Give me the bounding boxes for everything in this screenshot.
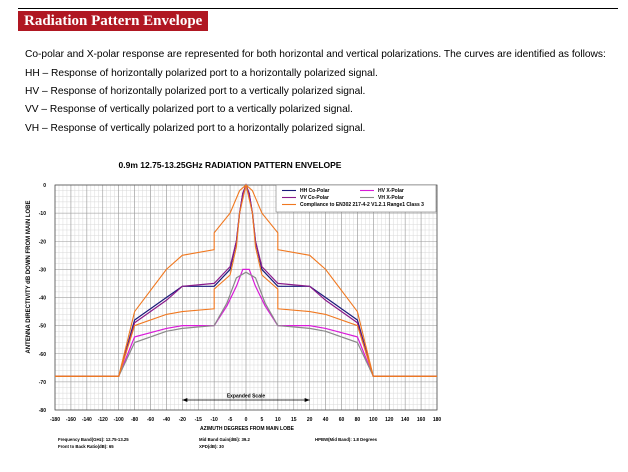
x-tick-label: 100 — [369, 417, 378, 423]
x-tick-label: -140 — [82, 417, 92, 423]
x-tick-label: -5 — [228, 417, 233, 423]
chart-legend: HH Co-Polar HV X-Polar VV Co-Polar VH X-Pol… — [275, 184, 437, 213]
radiation-pattern-chart: 0-10-20-30-40-50-60-70-80-180 -160 -140 -12… — [26, 183, 442, 432]
frequency-band: Frequency Band(GHz): 12.75-13.25 — [58, 437, 129, 442]
legend-box — [275, 184, 437, 213]
y-tick-label: -40 — [39, 296, 46, 302]
x-tick-label: -80 — [131, 417, 138, 423]
intro-line: VV – Response of vertically polarized po… — [25, 104, 353, 115]
series-line — [55, 184, 437, 377]
x-axis-label: AZIMUTH DEGREES FROM MAIN LOBE — [200, 426, 295, 432]
chart-series — [55, 183, 437, 377]
x-tick-label: 140 — [401, 417, 410, 423]
arrowhead-right — [304, 398, 310, 402]
x-tick-label: -120 — [98, 417, 108, 423]
top-rule — [18, 8, 618, 9]
legend-label: VH X-Polar — [378, 195, 404, 201]
series-line — [55, 271, 437, 377]
intro-line: HH – Response of horizontally polarized … — [25, 68, 378, 79]
legend-label: Compliance to EN302 217-4-2 V1.2.1 Range… — [300, 202, 424, 208]
hpbw: HPBW(Mid Band): 1.8 Degrees — [315, 437, 378, 442]
intro-line: HV – Response of horizontally polarized … — [25, 86, 366, 97]
x-tick-label: 80 — [355, 417, 361, 423]
x-tick-label: -20 — [179, 417, 186, 423]
x-tick-label: -10 — [211, 417, 218, 423]
y-tick-label: -60 — [39, 352, 46, 358]
x-tick-label: -180 — [50, 417, 60, 423]
x-tick-label: 10 — [275, 417, 281, 423]
legend-label: HV X-Polar — [378, 188, 404, 194]
expanded-scale-label: Expanded Scale — [227, 394, 266, 400]
x-tick-label: -100 — [114, 417, 124, 423]
arrowhead-left — [182, 398, 188, 402]
intro-line: VH – Response of vertically polarized po… — [25, 123, 366, 134]
x-tick-label: 15 — [291, 417, 297, 423]
y-tick-label: -70 — [39, 380, 46, 386]
y-tick-label: -10 — [39, 211, 46, 217]
x-tick-label: -60 — [147, 417, 154, 423]
intro-line: Co-polar and X-polar response are repres… — [25, 49, 606, 60]
y-tick-label: -20 — [39, 239, 46, 245]
y-tick-label: -30 — [39, 267, 46, 273]
x-tick-label: -160 — [66, 417, 76, 423]
legend-label: VV Co-Polar — [300, 195, 329, 201]
mid-band-gain: Mid Band Gain(dBi): 39.2 — [199, 437, 250, 442]
y-tick-label: -50 — [39, 324, 46, 330]
y-axis-label: ANTENNA DIRECTIVITY dB DOWN FROM MAIN LO… — [26, 201, 32, 354]
x-tick-label: 120 — [385, 417, 394, 423]
front-to-back-ratio: Front to Back Ratio(dB): 65 — [58, 444, 114, 449]
x-tick-label: 180 — [433, 417, 442, 423]
x-tick-label: -40 — [163, 417, 170, 423]
x-tick-label: 5 — [261, 417, 264, 423]
y-tick-label: -80 — [39, 408, 46, 414]
chart-title: 0.9m 12.75-13.25GHz RADIATION PATTERN EN… — [118, 160, 342, 170]
section-title: Radiation Pattern Envelope — [18, 11, 209, 31]
x-tick-label: 0 — [245, 417, 248, 423]
chart-axes: 0-10-20-30-40-50-60-70-80-180 -160 -140 -12… — [39, 183, 442, 423]
legend-label: HH Co-Polar — [300, 188, 330, 194]
x-tick-label: 40 — [323, 417, 329, 423]
series-line — [55, 268, 437, 377]
x-tick-label: 160 — [417, 417, 426, 423]
y-tick-label: 0 — [43, 183, 46, 189]
x-tick-label: 20 — [307, 417, 313, 423]
x-tick-label: -15 — [195, 417, 202, 423]
x-tick-label: 60 — [339, 417, 345, 423]
xpd: XPD(dB): 30 — [199, 444, 224, 449]
